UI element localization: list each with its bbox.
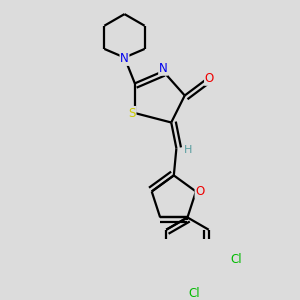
Text: H: H xyxy=(184,145,192,154)
Text: S: S xyxy=(128,106,136,119)
Text: N: N xyxy=(159,62,167,75)
Text: O: O xyxy=(205,72,214,85)
Text: N: N xyxy=(120,52,129,65)
Text: O: O xyxy=(195,185,204,198)
Text: Cl: Cl xyxy=(188,287,200,300)
Text: Cl: Cl xyxy=(230,253,242,266)
